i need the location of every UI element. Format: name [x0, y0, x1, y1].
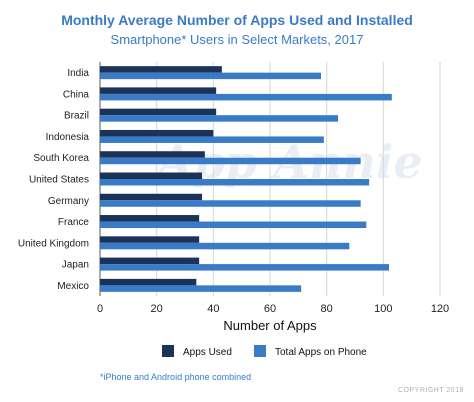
legend-label: Total Apps on Phone [275, 347, 367, 358]
x-tick-label: 20 [151, 303, 163, 315]
category-label: France [58, 217, 90, 228]
footnote: *iPhone and Android phone combined [100, 372, 252, 382]
bar-total-apps [100, 200, 361, 207]
category-label: Mexico [57, 281, 89, 292]
bar-apps-used [100, 236, 200, 243]
legend: Apps Used Total Apps on Phone [162, 345, 367, 358]
category-label: United States [29, 175, 89, 186]
category-label: Germany [48, 196, 89, 207]
tick-labels: 0 20 40 60 80 100 120 [97, 303, 449, 315]
bar-apps-used [100, 66, 222, 73]
x-tick-label: 120 [431, 303, 449, 315]
bar-apps-used [100, 108, 217, 116]
bar-total-apps [100, 93, 392, 101]
legend-swatch [254, 345, 266, 357]
chart-title: Monthly Average Number of Apps Used and … [61, 12, 413, 28]
category-label: Japan [62, 260, 89, 271]
x-tick-label: 80 [321, 303, 333, 315]
bar-apps-used [100, 151, 205, 158]
bar-total-apps [100, 179, 370, 186]
x-tick-label: 60 [264, 303, 276, 315]
bar-total-apps [100, 157, 361, 165]
bar-apps-used [100, 87, 217, 94]
category-label: United Kingdom [18, 238, 89, 249]
bar-total-apps [100, 285, 302, 292]
category-labels: India China Brazil Indonesia South Korea Unit… [18, 68, 90, 292]
bar-total-apps [100, 136, 324, 143]
bar-apps-used [100, 172, 202, 179]
chart-subtitle: Smartphone* Users in Select Markets, 201… [110, 32, 364, 47]
category-label: South Korea [33, 153, 89, 164]
legend-swatch [162, 345, 174, 357]
legend-label: Apps Used [183, 347, 232, 358]
x-tick-label: 0 [97, 303, 103, 315]
bar-apps-used [100, 257, 200, 265]
bar-total-apps [100, 221, 367, 229]
bar-total-apps [100, 264, 389, 271]
bar-total-apps [100, 242, 350, 250]
category-label: Brazil [64, 111, 89, 122]
bar-total-apps [100, 115, 338, 122]
category-label: Indonesia [46, 132, 90, 143]
bar-apps-used [100, 129, 214, 137]
copyright: COPYRIGHT 2018 [397, 387, 464, 394]
category-label: China [63, 89, 90, 100]
category-label: India [67, 68, 89, 79]
x-tick-label: 100 [374, 303, 392, 315]
bar-apps-used [100, 278, 197, 286]
x-tick-label: 40 [207, 303, 219, 315]
bar-apps-used [100, 215, 200, 222]
x-axis-title: Number of Apps [223, 318, 317, 333]
bar-apps-used [100, 193, 202, 201]
bars [100, 66, 392, 292]
bar-total-apps [100, 72, 321, 80]
